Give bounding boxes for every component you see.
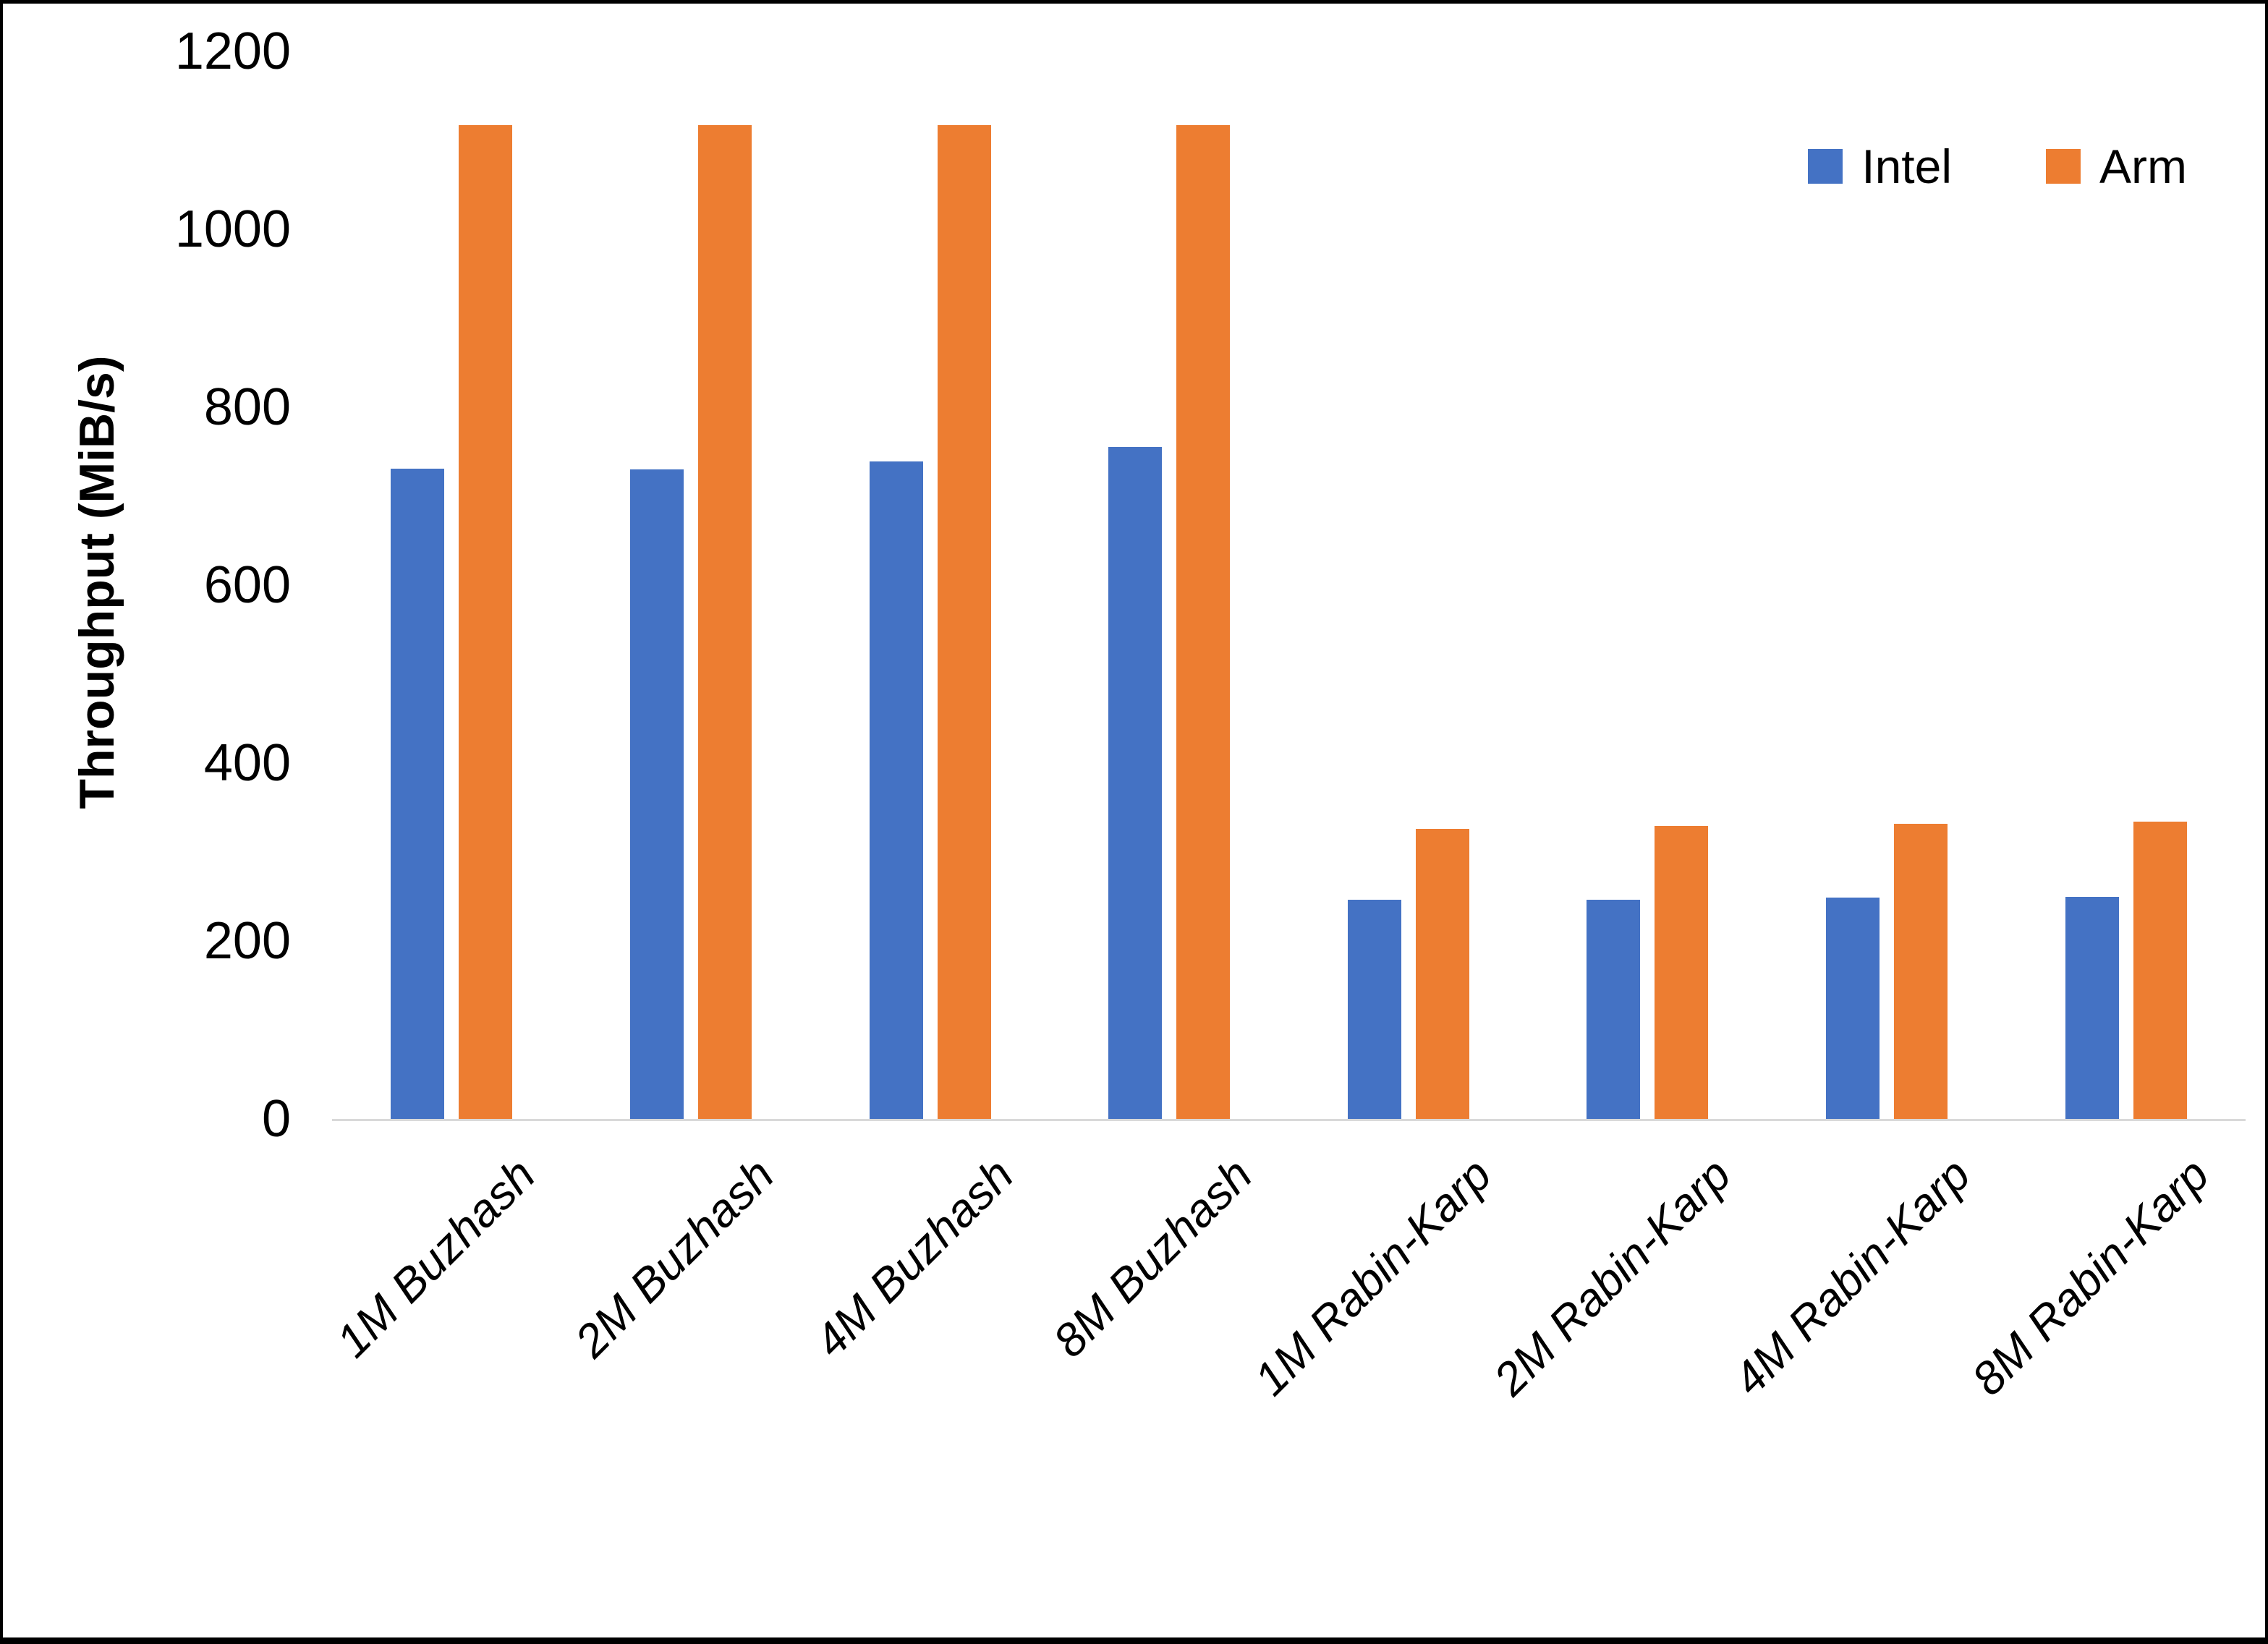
bar-arm-3 bbox=[937, 125, 991, 1119]
bar-intel-3 bbox=[869, 461, 923, 1119]
x-tick-label: 1M Rabin-Karp bbox=[1244, 1148, 1502, 1405]
x-tick-label: 4M Rabin-Karp bbox=[1723, 1148, 1980, 1405]
y-tick-label: 1200 bbox=[174, 22, 291, 80]
y-tick-label: 400 bbox=[203, 734, 291, 792]
bar-arm-8 bbox=[2133, 822, 2187, 1119]
legend-swatch-arm-icon bbox=[2046, 149, 2081, 184]
legend-entry-intel: Intel bbox=[1808, 142, 1952, 190]
bar-intel-4 bbox=[1108, 447, 1163, 1119]
legend-swatch-intel-icon bbox=[1808, 149, 1843, 184]
bar-intel-1 bbox=[391, 468, 445, 1119]
x-tick-label: 8M Rabin-Karp bbox=[1962, 1148, 2220, 1405]
bar-arm-7 bbox=[1894, 823, 1948, 1119]
legend-label-arm: Arm bbox=[2099, 140, 2187, 193]
bar-intel-5 bbox=[1347, 900, 1401, 1119]
plot-area bbox=[332, 51, 2246, 1121]
y-tick-label: 0 bbox=[261, 1090, 291, 1148]
bar-intel-8 bbox=[2065, 896, 2119, 1119]
x-tick-label: 4M Buzhash bbox=[804, 1148, 1024, 1368]
x-tick-label: 1M Buzhash bbox=[326, 1148, 545, 1368]
y-tick-label: 200 bbox=[203, 912, 291, 970]
bar-intel-2 bbox=[629, 469, 684, 1119]
bar-arm-5 bbox=[1415, 829, 1469, 1119]
bar-arm-1 bbox=[459, 125, 513, 1119]
bar-arm-4 bbox=[1176, 125, 1231, 1119]
legend: Intel Arm bbox=[1808, 142, 2187, 190]
x-tick-label: 8M Buzhash bbox=[1043, 1148, 1262, 1368]
bar-intel-7 bbox=[1826, 897, 1880, 1119]
y-tick-label: 1000 bbox=[174, 200, 291, 258]
y-tick-label: 800 bbox=[203, 378, 291, 436]
bar-arm-2 bbox=[697, 125, 752, 1119]
x-tick-label: 2M Buzhash bbox=[565, 1148, 784, 1368]
bar-intel-6 bbox=[1587, 900, 1641, 1119]
x-tick-label: 2M Rabin-Karp bbox=[1483, 1148, 1741, 1405]
y-tick-label: 600 bbox=[203, 556, 291, 614]
legend-entry-arm: Arm bbox=[2046, 142, 2187, 190]
bar-arm-6 bbox=[1655, 826, 1709, 1119]
legend-label-intel: Intel bbox=[1861, 140, 1953, 193]
